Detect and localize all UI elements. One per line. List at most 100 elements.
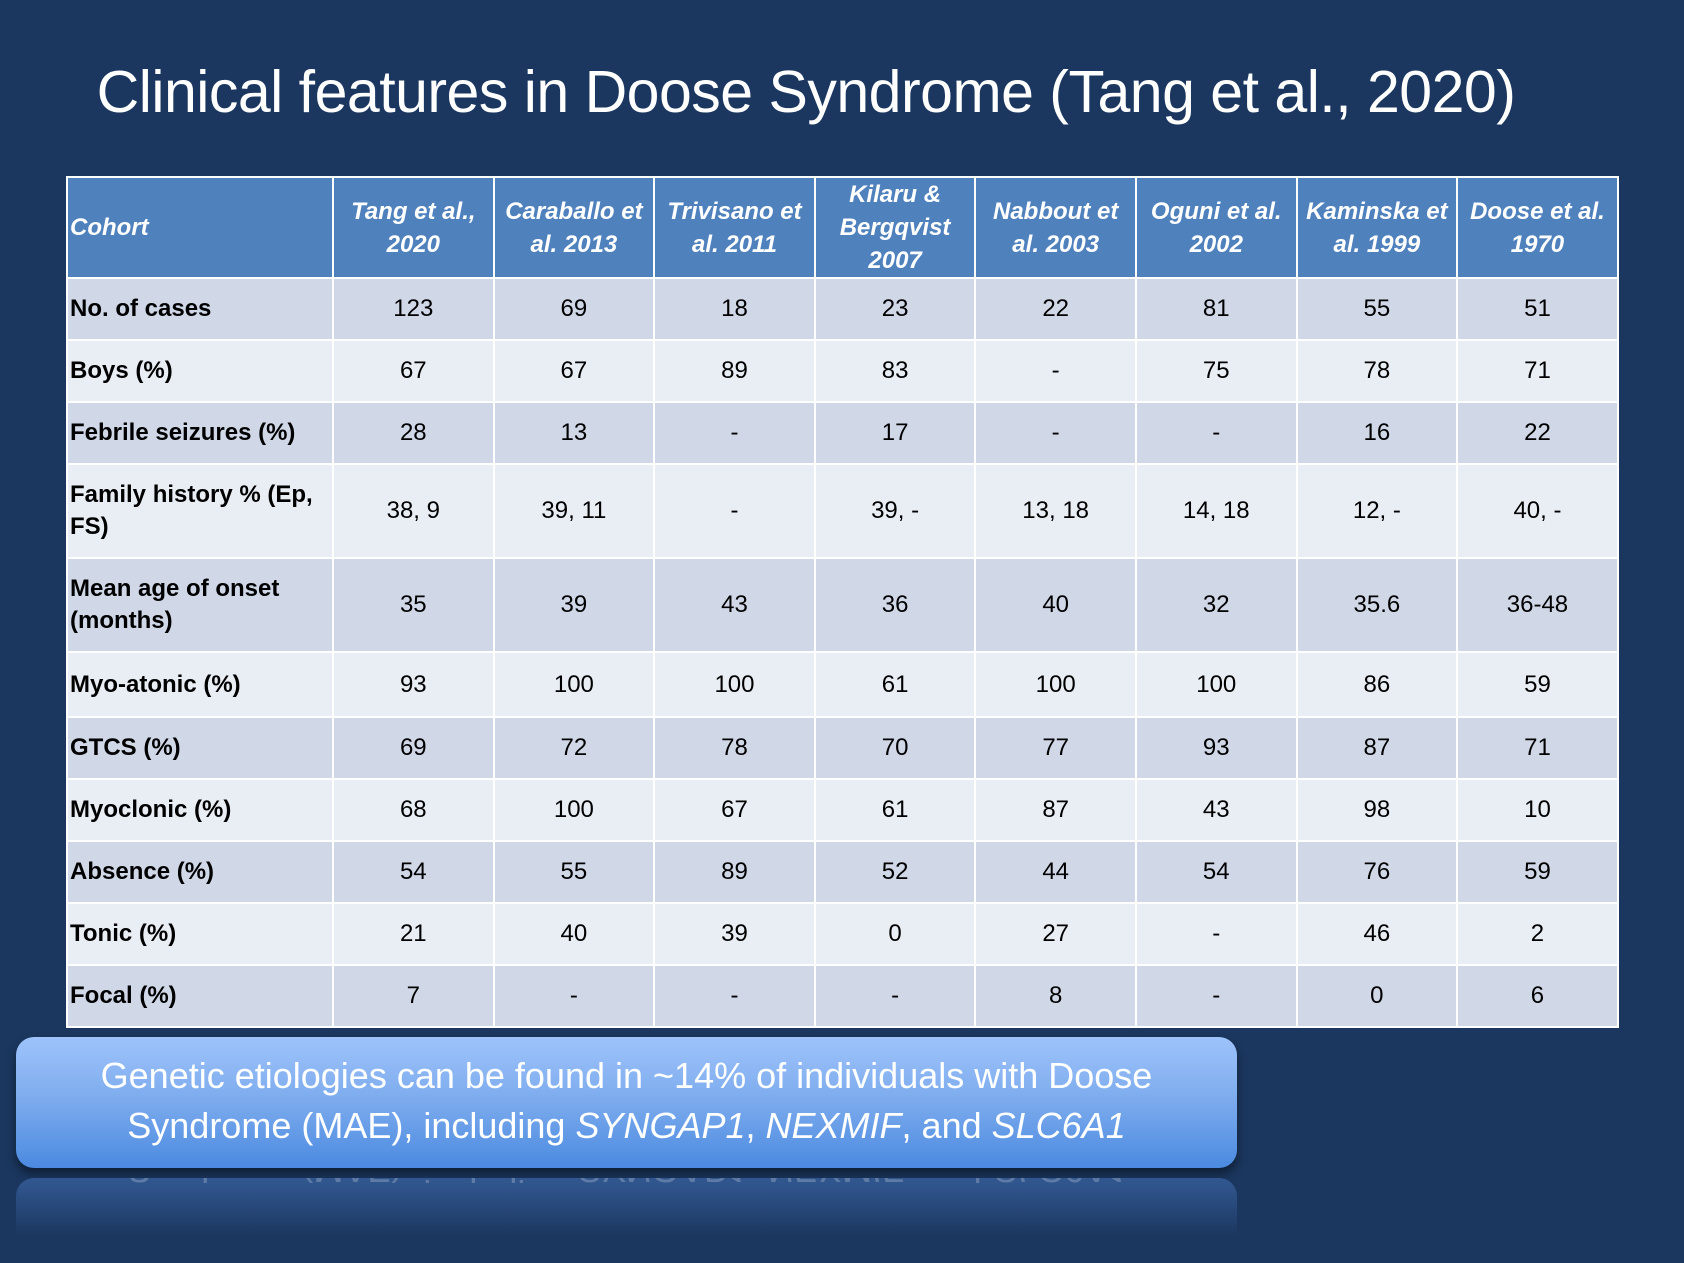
table-cell: 87	[1295, 716, 1459, 780]
table-cell: 100	[653, 651, 816, 718]
table-cell: 28	[332, 401, 495, 465]
table-cell: 13	[492, 401, 656, 465]
header-cohort-name: Trivisano et al. 2011	[653, 176, 816, 279]
table-cell: 72	[492, 716, 656, 780]
table-cell: 51	[1456, 277, 1619, 341]
row-label: Family history % (Ep, FS)	[66, 463, 334, 559]
genetic-etiologies-callout: Genetic etiologies can be found in ~14% …	[16, 1037, 1237, 1168]
table-cell: 59	[1456, 651, 1619, 718]
table-cell: 55	[1295, 277, 1459, 341]
table-cell: 78	[653, 716, 816, 780]
table-cell: 22	[974, 277, 1137, 341]
table-cell: 39, 11	[492, 463, 656, 559]
table-cell: 54	[332, 840, 495, 904]
table-cell: 38, 9	[332, 463, 495, 559]
table-cell: 0	[1295, 964, 1459, 1028]
gene-name: SLC6A1	[991, 1105, 1126, 1146]
table-cell: 10	[1456, 778, 1619, 842]
table-cell: 16	[1295, 401, 1459, 465]
table-cell: 100	[974, 651, 1137, 718]
table-cell: 17	[813, 401, 977, 465]
table-cell: -	[1134, 401, 1298, 465]
table-cell: 40	[974, 557, 1137, 653]
table-cell: 7	[332, 964, 495, 1028]
header-cohort-name: Nabbout et al. 2003	[974, 176, 1137, 279]
table-cell: 21	[332, 902, 495, 966]
row-label: Mean age of onset (months)	[66, 557, 334, 653]
table-cell: 18	[653, 277, 816, 341]
table-row: Febrile seizures (%) 28 13-17- -16 22	[66, 401, 1619, 465]
row-label: Focal (%)	[66, 964, 334, 1028]
table-cell: 0	[813, 902, 977, 966]
table-cell: -	[653, 463, 816, 559]
callout-text: ,	[745, 1105, 766, 1146]
table-cell: 71	[1456, 716, 1619, 780]
table-cell: 2	[1456, 902, 1619, 966]
callout-line-1: Genetic etiologies can be found in ~14% …	[100, 1055, 1153, 1096]
row-label: Myo-atonic (%)	[66, 651, 334, 718]
row-label: Tonic (%)	[66, 902, 334, 966]
table-cell: 100	[492, 651, 656, 718]
table-cell: 69	[332, 716, 495, 780]
table-cell: 39	[492, 557, 656, 653]
table-cell: -	[653, 964, 816, 1028]
table-cell: 76	[1295, 840, 1459, 904]
gene-name: NEXMIF	[765, 1105, 902, 1146]
table-cell: 39, -	[813, 463, 977, 559]
table-cell: 39	[653, 902, 816, 966]
table-cell: -	[813, 964, 977, 1028]
table-cell: 46	[1295, 902, 1459, 966]
table-cell: 27	[974, 902, 1137, 966]
table-row: Myoclonic (%) 68 100 67 61 87 43 98 10	[66, 778, 1619, 842]
table-cell: 89	[653, 840, 816, 904]
table-cell: 86	[1295, 651, 1459, 718]
table-cell: 70	[813, 716, 977, 780]
table-cell: -	[1134, 964, 1298, 1028]
table-row: Focal (%) 7- - -8-0 6	[66, 964, 1619, 1028]
row-label: GTCS (%)	[66, 716, 334, 780]
table-cell: 23	[813, 277, 977, 341]
table-cell: 40, -	[1456, 463, 1619, 559]
table-cell: 83	[813, 339, 977, 403]
header-cohort-name: Caraballo et al. 2013	[492, 176, 656, 279]
table-row: Boys (%) 67 67 89 83-75 78 71	[66, 339, 1619, 403]
table-cell: 61	[813, 778, 977, 842]
table-cell: 87	[974, 778, 1137, 842]
table-cell: -	[492, 964, 656, 1028]
row-label: Absence (%)	[66, 840, 334, 904]
cohort-comparison-table: Cohort Tang et al., 2020 Caraballo et al…	[66, 176, 1619, 1028]
header-cohort: Cohort	[66, 176, 334, 279]
table-cell: 52	[813, 840, 977, 904]
callout-reflection: Syndrome (MAE), including SYNGAP1, NEXMI…	[16, 1178, 1237, 1236]
table-cell: 93	[332, 651, 495, 718]
table-cell: 59	[1456, 840, 1619, 904]
callout-text: , and	[901, 1105, 992, 1146]
table-cell: 35.6	[1295, 557, 1459, 653]
table-cell: 35	[332, 557, 495, 653]
row-label: Febrile seizures (%)	[66, 401, 334, 465]
table-cell: 8	[974, 964, 1137, 1028]
table-cell: 54	[1134, 840, 1298, 904]
table-cell: 61	[813, 651, 977, 718]
row-label: Myoclonic (%)	[66, 778, 334, 842]
table-cell: 93	[1134, 716, 1298, 780]
header-cohort-name: Kilaru & Bergqvist 2007	[813, 176, 977, 279]
table-cell: 89	[653, 339, 816, 403]
table-cell: 13, 18	[974, 463, 1137, 559]
table-cell: 32	[1134, 557, 1298, 653]
table-cell: 44	[974, 840, 1137, 904]
table-row: Tonic (%) 21 40 39 0 27-46 2	[66, 902, 1619, 966]
table-row: Absence (%) 54 55 89 52 44 54 76 59	[66, 840, 1619, 904]
table-cell: 123	[332, 277, 495, 341]
table-cell: 67	[332, 339, 495, 403]
table-cell: 22	[1456, 401, 1619, 465]
gene-name: SYNGAP1	[575, 1105, 746, 1146]
header-cohort-name: Doose et al. 1970	[1456, 176, 1619, 279]
slide-title: Clinical features in Doose Syndrome (Tan…	[96, 59, 1516, 125]
table-cell: 100	[492, 778, 656, 842]
table-cell: 98	[1295, 778, 1459, 842]
callout-text: Syndrome (MAE), including	[127, 1105, 576, 1146]
table-cell: -	[974, 401, 1137, 465]
table-cell: 68	[332, 778, 495, 842]
table-row: Mean age of onset (months) 35 39 43 36 40 32 35…	[66, 557, 1619, 653]
